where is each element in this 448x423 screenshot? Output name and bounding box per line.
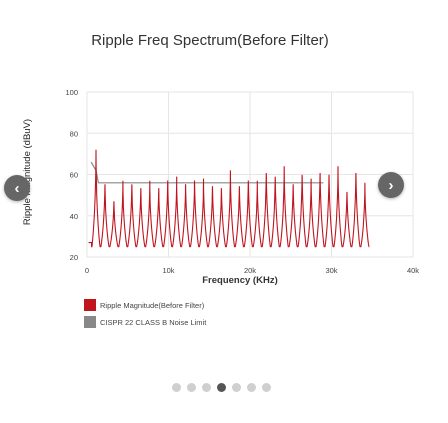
chevron-right-icon[interactable]: ›	[378, 172, 404, 198]
x-tick-label: 0	[85, 266, 89, 275]
carousel-dot[interactable]	[217, 383, 226, 392]
series-line-limit	[90, 161, 324, 184]
carousel-dot[interactable]	[247, 383, 256, 392]
legend-swatch-ripple	[84, 299, 96, 311]
chart-title: Ripple Freq Spectrum(Before Filter)	[91, 32, 329, 49]
x-tick-labels: 0 10k 20k 30k 40k	[85, 266, 419, 275]
y-tick-label: 80	[70, 129, 78, 138]
series-line-ripple	[88, 149, 370, 248]
legend-item-ripple[interactable]: Ripple Magnitude(Before Filter)	[84, 298, 204, 312]
y-tick-label: 60	[70, 171, 78, 180]
x-tick-label: 10k	[162, 266, 174, 275]
carousel-dot[interactable]	[262, 383, 271, 392]
x-axis-title: Frequency (KHz)	[202, 275, 278, 286]
carousel-dot[interactable]	[232, 383, 241, 392]
carousel-dot[interactable]	[172, 383, 181, 392]
grid-lines	[86, 91, 414, 258]
chevron-left-icon[interactable]: ‹	[4, 175, 30, 201]
legend-swatch-limit	[84, 316, 96, 328]
legend-item-limit[interactable]: CISPR 22 CLASS B Noise Limit	[84, 315, 206, 329]
x-tick-label: 20k	[244, 266, 256, 275]
legend-label-limit: CISPR 22 CLASS B Noise Limit	[100, 317, 207, 327]
y-tick-label: 40	[70, 212, 78, 221]
y-tick-labels: 20 40 60 80 100	[65, 88, 78, 262]
x-tick-label: 30k	[325, 266, 337, 275]
y-tick-label: 20	[70, 253, 78, 262]
carousel-dot[interactable]	[187, 383, 196, 392]
series-lines	[88, 149, 370, 248]
carousel-dots	[172, 383, 271, 392]
legend-label-ripple: Ripple Magnitude(Before Filter)	[100, 300, 205, 310]
y-tick-label: 100	[65, 88, 78, 97]
x-tick-label: 40k	[407, 266, 419, 275]
carousel-dot[interactable]	[202, 383, 211, 392]
